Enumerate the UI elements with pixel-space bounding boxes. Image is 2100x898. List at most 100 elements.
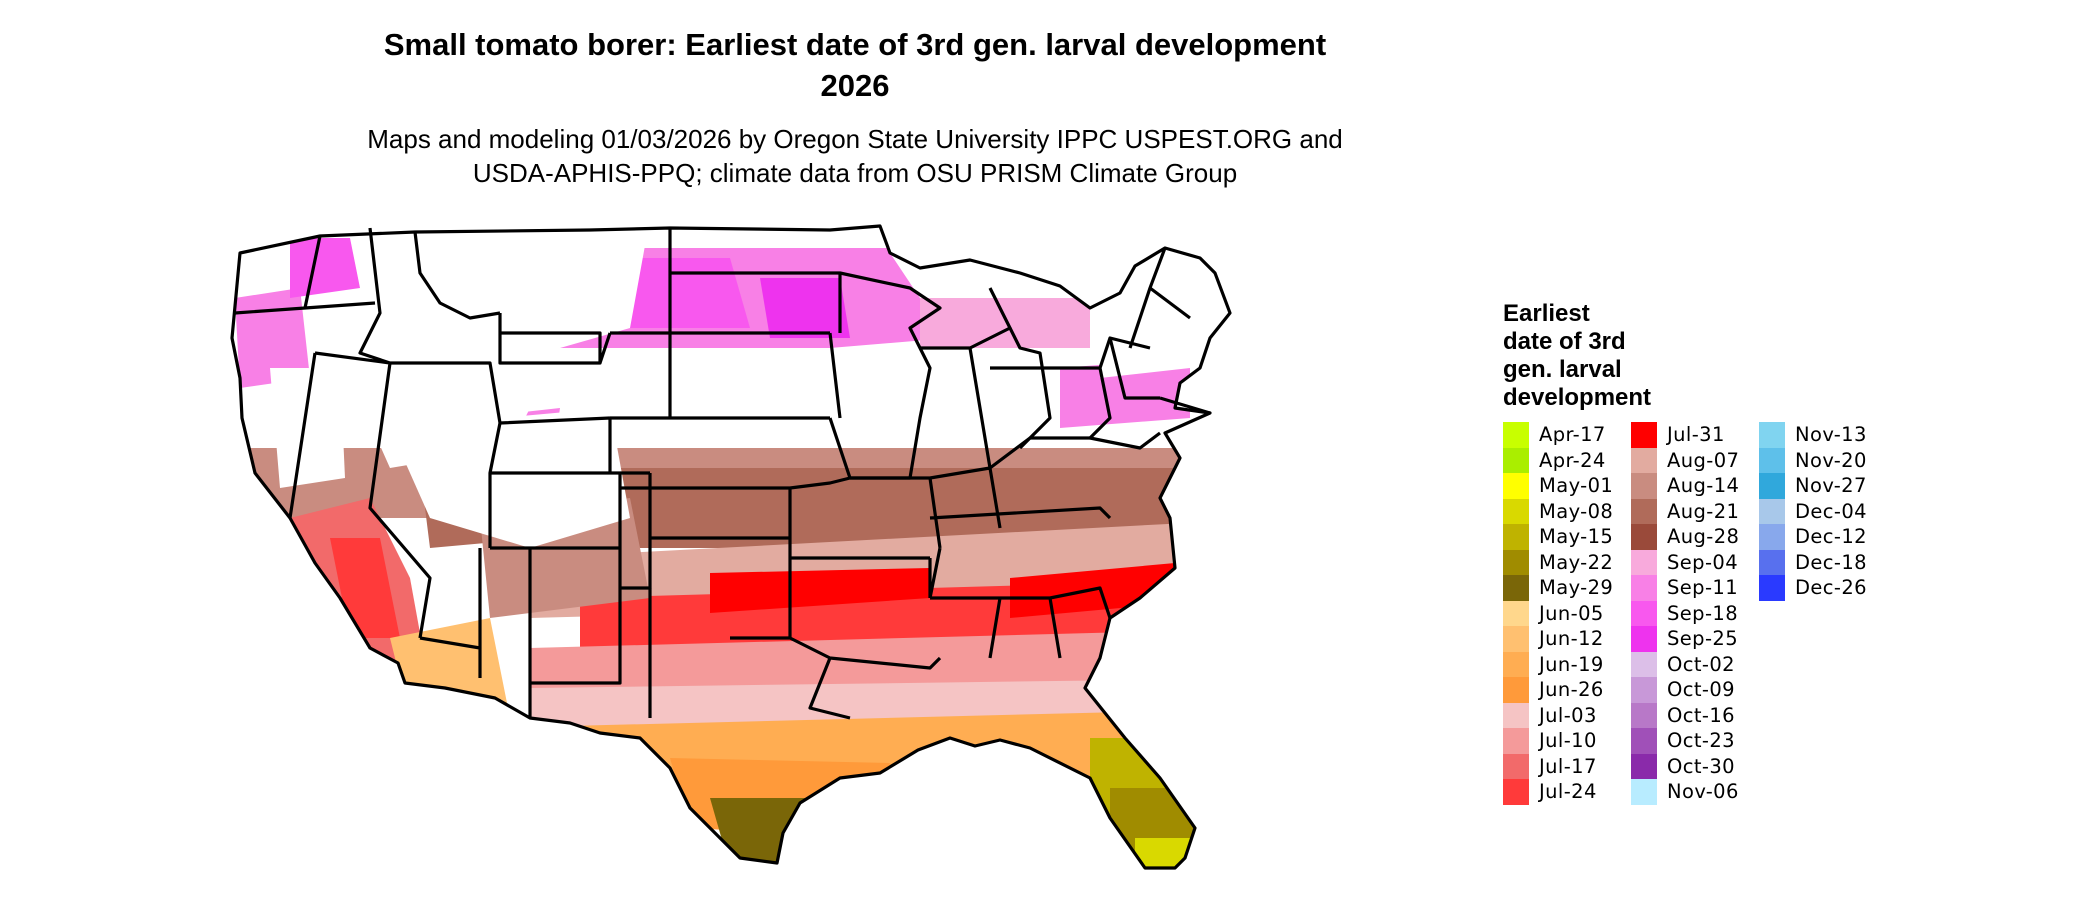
legend-swatch xyxy=(1503,524,1529,550)
legend-swatch xyxy=(1759,575,1785,601)
legend-swatch xyxy=(1759,524,1785,550)
legend-item: Aug-14 xyxy=(1631,473,1739,499)
legend-label: Dec-12 xyxy=(1795,525,1867,549)
legend-swatch xyxy=(1503,626,1529,652)
legend-label: Jul-31 xyxy=(1667,423,1725,447)
legend-label: Oct-09 xyxy=(1667,678,1735,702)
legend-item: Dec-12 xyxy=(1759,524,1867,550)
legend-swatch xyxy=(1503,677,1529,703)
legend-label: Apr-17 xyxy=(1539,423,1606,447)
legend-label: Apr-24 xyxy=(1539,448,1606,472)
legend-label: May-15 xyxy=(1539,525,1614,549)
legend-column-2: Jul-31 Aug-07 Aug-14 Aug-21 Aug-28 Sep-04 Sep-… xyxy=(1631,422,1739,805)
legend-item: Nov-13 xyxy=(1759,422,1867,448)
legend-swatch xyxy=(1759,422,1785,448)
legend-item: Aug-21 xyxy=(1631,498,1740,524)
legend-label: Sep-25 xyxy=(1667,627,1739,651)
legend-label: Oct-23 xyxy=(1667,729,1735,753)
legend-label: Jun-12 xyxy=(1539,627,1604,651)
legend-item: Sep-18 xyxy=(1631,600,1739,626)
legend-label: Aug-21 xyxy=(1667,499,1740,523)
legend-label: May-29 xyxy=(1539,576,1614,600)
legend-label: Dec-18 xyxy=(1795,550,1867,574)
legend-item: Oct-30 xyxy=(1631,753,1739,779)
legend-label: Jul-24 xyxy=(1539,780,1597,804)
legend-swatch xyxy=(1631,702,1657,728)
legend-title-line: Earliest xyxy=(1503,300,1590,327)
legend-item: Oct-09 xyxy=(1631,677,1739,703)
legend-item: Dec-26 xyxy=(1759,575,1867,601)
legend-item: May-01 xyxy=(1503,473,1613,499)
legend-swatch xyxy=(1631,753,1657,779)
legend-swatch xyxy=(1631,422,1657,448)
legend-label: Jun-19 xyxy=(1539,652,1604,676)
legend-item: May-22 xyxy=(1503,549,1614,575)
legend-item: Sep-25 xyxy=(1631,626,1739,652)
map-title-line1: Small tomato borer: Earliest date of 3rd… xyxy=(383,27,1327,62)
legend-swatch xyxy=(1503,753,1529,779)
legend-label: Jul-03 xyxy=(1539,703,1597,727)
legend-item: Nov-06 xyxy=(1631,779,1739,805)
legend-item: Jul-03 xyxy=(1503,702,1613,728)
legend-label: Sep-11 xyxy=(1667,576,1739,600)
legend-label: Jul-10 xyxy=(1539,729,1597,753)
legend-swatch xyxy=(1503,600,1529,626)
legend-item: Sep-11 xyxy=(1631,575,1739,601)
legend-item: Dec-18 xyxy=(1759,549,1867,575)
legend-item: Oct-16 xyxy=(1631,702,1739,728)
legend-swatch xyxy=(1503,702,1529,728)
legend-item: Aug-07 xyxy=(1631,447,1740,473)
legend-item: May-08 xyxy=(1503,498,1613,524)
legend-swatch xyxy=(1759,498,1785,524)
legend-label: Oct-30 xyxy=(1667,754,1735,778)
legend-item: Dec-04 xyxy=(1759,498,1867,524)
legend-label: Jun-05 xyxy=(1539,601,1604,625)
map-subtitle: Maps and modeling 01/03/2026 by Oregon S… xyxy=(250,122,1460,190)
legend-label: Aug-28 xyxy=(1667,525,1740,549)
legend-title-line: date of 3rd xyxy=(1503,328,1626,355)
state-boundaries xyxy=(230,224,1232,870)
legend-label: Dec-04 xyxy=(1795,499,1867,523)
legend-label: Sep-04 xyxy=(1667,550,1739,574)
legend-label: Aug-07 xyxy=(1667,448,1740,472)
legend-swatch xyxy=(1503,779,1529,805)
legend-item: Jun-19 xyxy=(1503,651,1613,677)
legend-label: Nov-13 xyxy=(1795,423,1867,447)
map-title: Small tomato borer: Earliest date of 3rd… xyxy=(250,24,1460,106)
legend-item: Jun-05 xyxy=(1503,600,1613,626)
legend-label: Jun-26 xyxy=(1539,678,1604,702)
legend-label: Nov-27 xyxy=(1795,474,1867,498)
legend-label: Oct-02 xyxy=(1667,652,1735,676)
legend-label: Aug-14 xyxy=(1667,474,1740,498)
legend-swatch xyxy=(1631,728,1657,754)
legend-swatch xyxy=(1631,524,1657,550)
legend-item: Jul-17 xyxy=(1503,753,1613,779)
legend-item: Nov-20 xyxy=(1759,447,1867,473)
legend-label: Dec-26 xyxy=(1795,576,1867,600)
legend-swatch xyxy=(1631,626,1657,652)
legend-label: Nov-20 xyxy=(1795,448,1867,472)
legend-item: May-29 xyxy=(1503,575,1613,601)
legend-swatch xyxy=(1631,651,1657,677)
legend-swatch xyxy=(1503,498,1529,524)
legend-swatch xyxy=(1503,651,1529,677)
legend-item: May-15 xyxy=(1503,524,1613,550)
legend-item: Oct-23 xyxy=(1631,728,1739,754)
legend-swatch xyxy=(1503,575,1529,601)
legend-item: Jul-10 xyxy=(1503,728,1613,754)
legend-item: Oct-02 xyxy=(1631,651,1739,677)
legend-swatch xyxy=(1631,575,1657,601)
legend-item: Sep-04 xyxy=(1631,549,1739,575)
legend-swatch xyxy=(1503,447,1529,473)
legend-swatch xyxy=(1759,549,1785,575)
us-map xyxy=(230,224,1232,870)
legend-swatch xyxy=(1503,728,1529,754)
legend-item: Jul-31 xyxy=(1631,422,1739,448)
legend-label: Sep-18 xyxy=(1667,601,1739,625)
legend-title-line: development xyxy=(1503,384,1652,411)
legend-label: May-22 xyxy=(1539,550,1614,574)
legend-label: May-01 xyxy=(1539,474,1614,498)
legend-swatch xyxy=(1631,447,1657,473)
map-subtitle-line2: USDA-APHIS-PPQ; climate data from OSU PR… xyxy=(472,158,1238,188)
legend-title-line: gen. larval xyxy=(1503,356,1622,383)
